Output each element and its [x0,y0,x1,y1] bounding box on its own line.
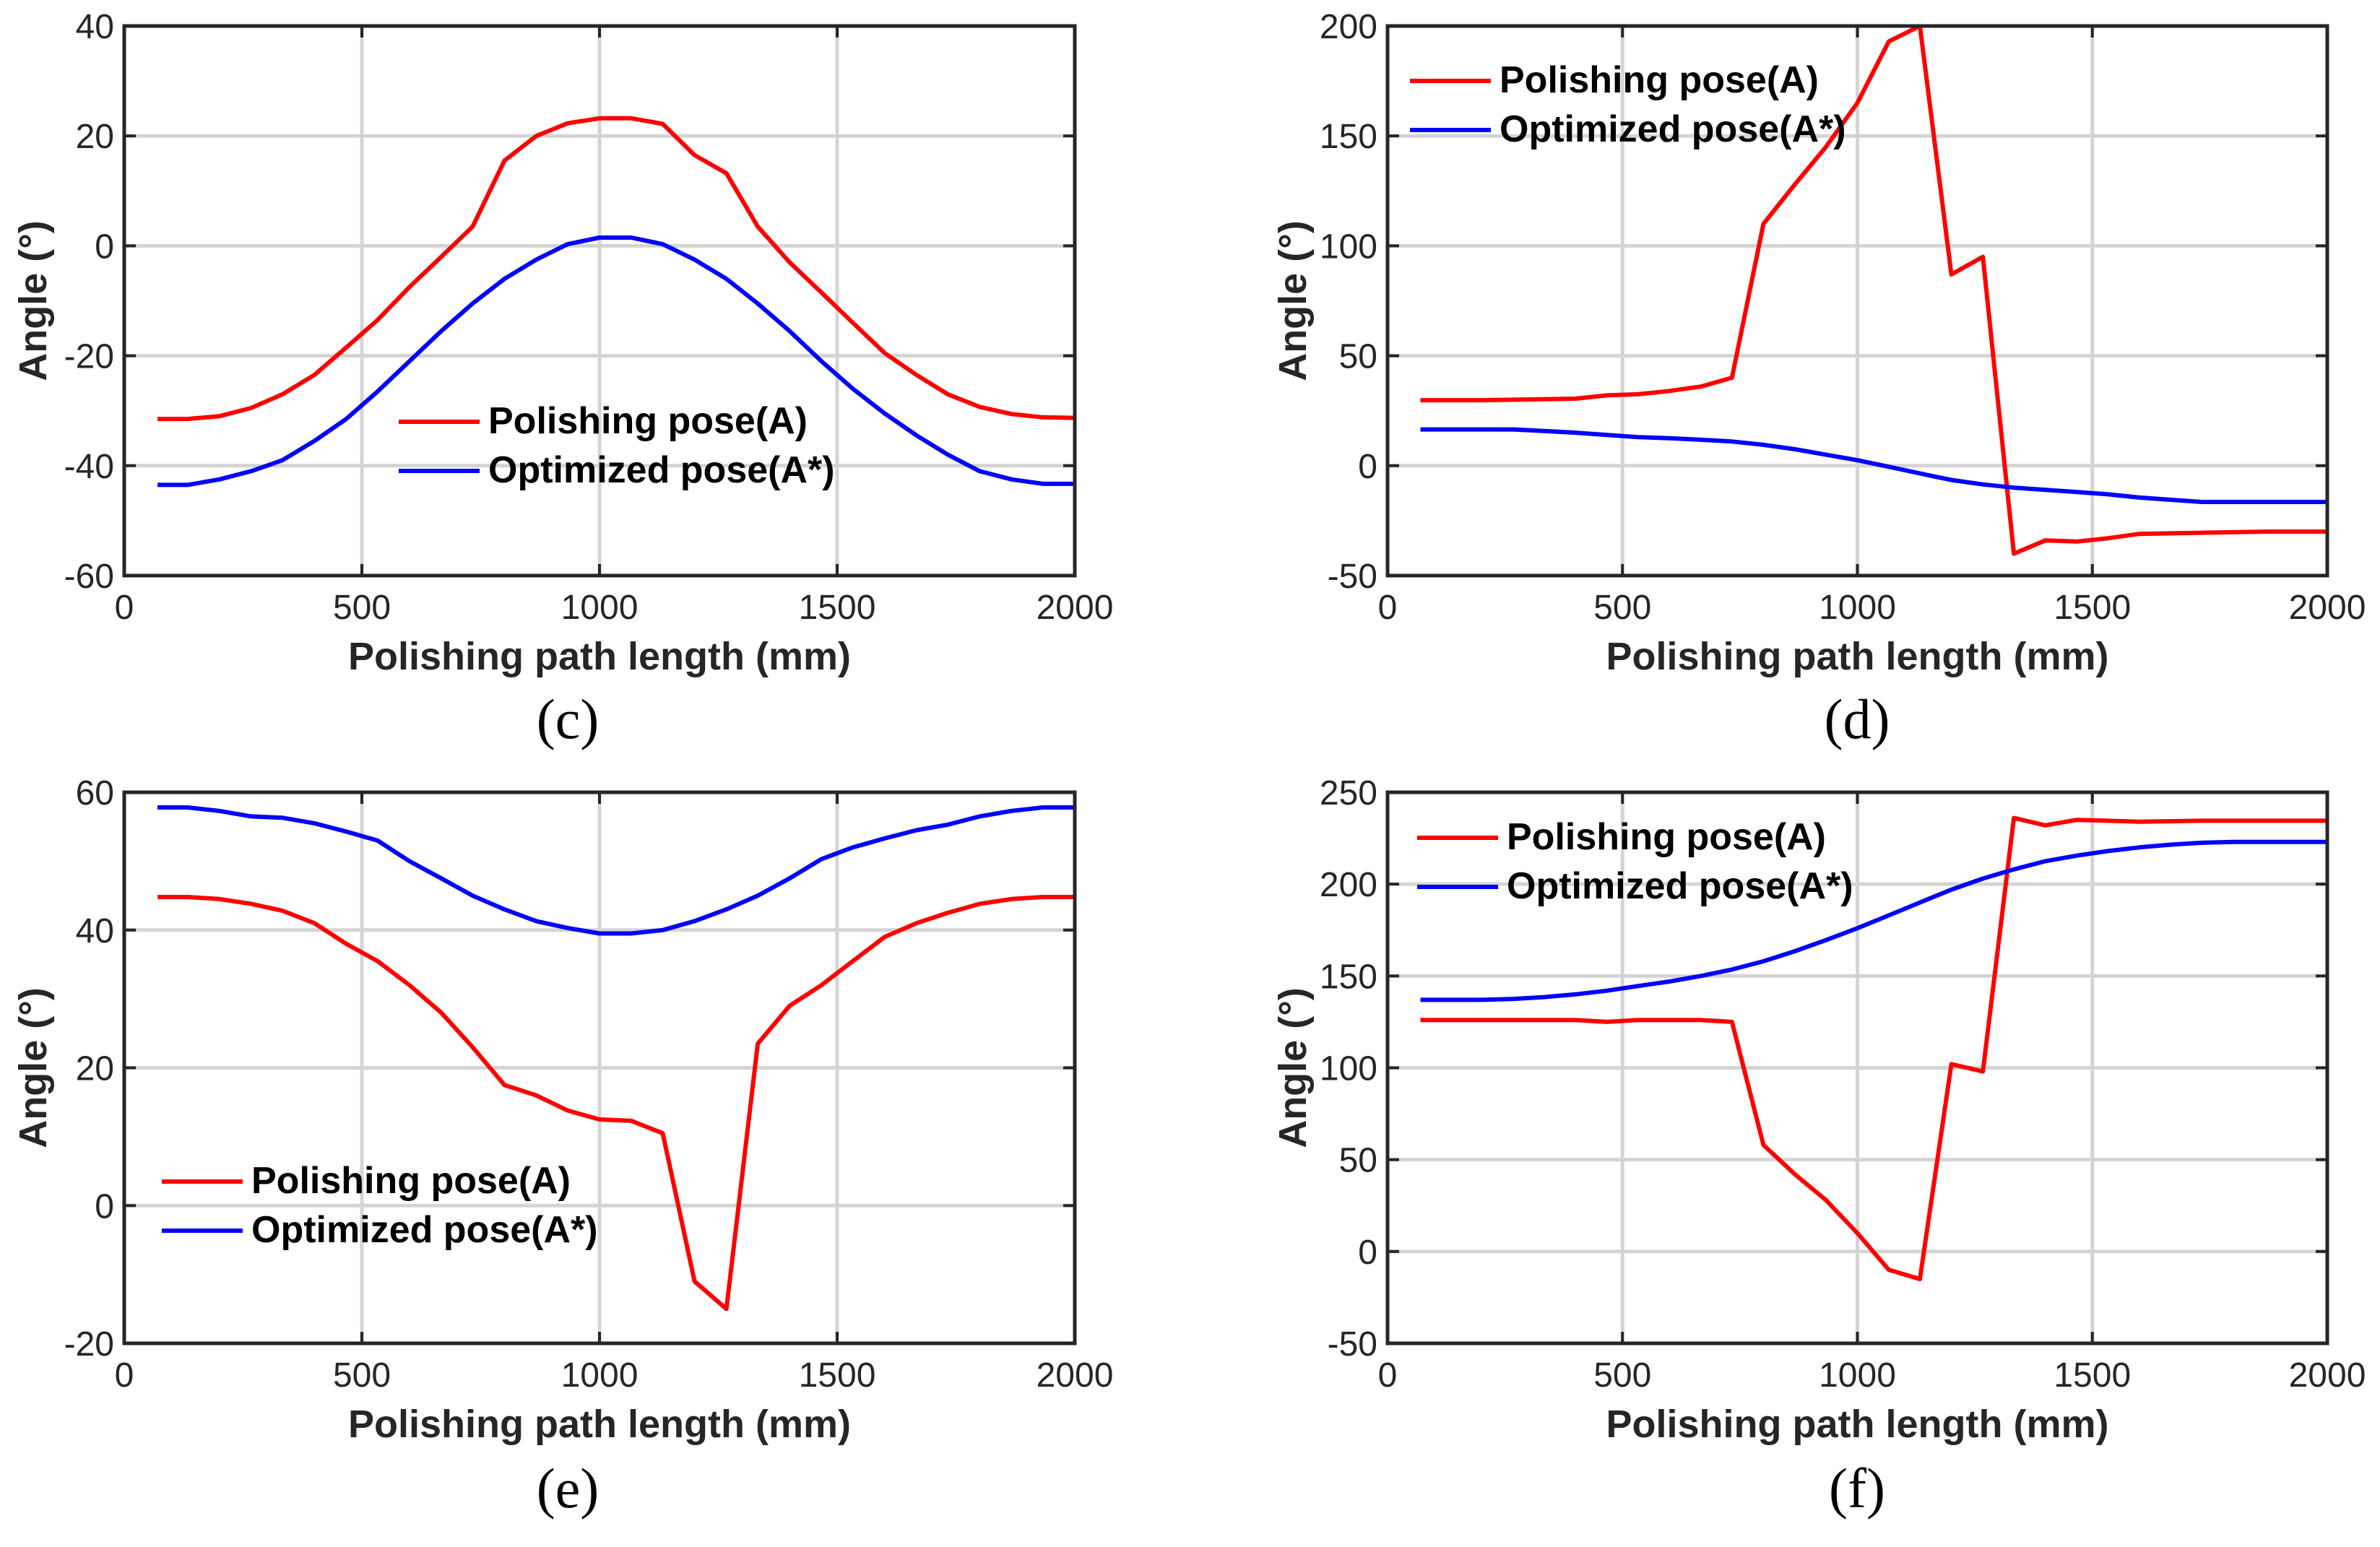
legend-label: Polishing pose(A) [1500,59,1819,101]
y-tick-label: 0 [95,1187,114,1226]
legend-label: Polishing pose(A) [251,1160,571,1202]
series-line-polishing [157,895,1075,1312]
y-tick-label: 0 [95,228,114,266]
x-tick-label: 500 [1593,1356,1651,1395]
y-tick-label: -50 [1328,1325,1377,1364]
y-tick-label: 50 [1339,338,1377,376]
y-tick-label: -40 [64,448,114,486]
y-tick-label: -20 [64,338,114,376]
x-axis-label: Polishing path length (mm) [348,635,851,678]
x-tick-label: 1500 [2054,1356,2131,1395]
y-tick-label: 40 [76,912,114,950]
y-tick-label: 0 [1358,448,1377,486]
legend-label: Optimized pose(A*) [1500,108,1846,150]
series-line-optimized [157,235,1075,488]
y-tick-label: 50 [1339,1142,1377,1180]
x-tick-label: 0 [1378,1356,1398,1395]
x-tick-label: 1000 [1819,1356,1896,1395]
series-line-optimized [157,805,1075,936]
x-tick-label: 0 [115,1356,134,1395]
legend-label: Optimized pose(A*) [1507,865,1853,907]
legend-label: Polishing pose(A) [488,400,808,442]
x-axis-label: Polishing path length (mm) [1606,1403,2109,1446]
y-axis-label: Angle (°) [1271,220,1315,381]
panel-caption: (c) [537,688,600,750]
x-tick-label: 2000 [2289,589,2366,627]
y-tick-label: 20 [76,1050,114,1088]
x-tick-label: 1500 [799,1356,876,1395]
x-tick-label: 0 [1378,589,1398,627]
y-axis-label: Angle (°) [12,987,55,1148]
panel-caption: (d) [1825,688,1890,750]
x-tick-label: 1500 [799,589,876,627]
x-tick-label: 2000 [1037,589,1114,627]
x-tick-label: 0 [115,589,134,627]
y-tick-label: 250 [1320,774,1377,812]
y-tick-label: 40 [76,8,114,46]
series-line-polishing [1420,815,2327,1281]
series-line-optimized [1420,839,2327,1002]
y-tick-label: -50 [1328,558,1377,596]
series-line-polishing [1420,26,2327,556]
y-tick-label: -20 [64,1325,114,1364]
x-tick-label: 2000 [1037,1356,1114,1395]
x-tick-label: 500 [1593,589,1651,627]
x-tick-label: 1000 [1819,589,1896,627]
y-tick-label: 150 [1320,958,1377,996]
series-line-polishing [157,116,1075,422]
legend-label: Polishing pose(A) [1507,816,1826,858]
chart-panel-d: 0 500 1000 1500 2000-50050100150200Polishing… [1271,8,2366,750]
y-tick-label: 200 [1320,866,1377,904]
x-tick-label: 500 [333,589,391,627]
y-tick-label: 100 [1320,1050,1377,1088]
chart-panel-f: 0 500 1000 1500 2000-50050100150200250Polish… [1271,774,2366,1520]
x-tick-label: 500 [333,1356,391,1395]
y-tick-label: 150 [1320,118,1377,156]
panel-caption: (f) [1829,1457,1885,1520]
legend-label: Optimized pose(A*) [251,1209,598,1251]
chart-panel-c: 0 500 1000 1500 2000 -60 -40 -20 0 20 40 Polishing … [12,8,1113,750]
y-tick-label: 100 [1320,228,1377,266]
y-axis-label: Angle (°) [1271,987,1315,1148]
y-tick-label: 200 [1320,8,1377,46]
x-tick-label: 1000 [561,1356,639,1395]
y-tick-label: -60 [64,558,114,596]
x-tick-label: 2000 [2289,1356,2366,1395]
series-line-optimized [1420,427,2327,504]
x-axis-label: Polishing path length (mm) [1606,635,2109,678]
y-tick-label: 20 [76,118,114,156]
y-axis-label: Angle (°) [12,220,55,381]
x-tick-label: 1500 [2054,589,2131,627]
x-tick-label: 1000 [561,589,639,627]
panel-caption: (e) [537,1457,600,1520]
y-tick-label: 0 [1358,1234,1377,1272]
x-axis-label: Polishing path length (mm) [348,1403,851,1446]
legend-label: Optimized pose(A*) [488,449,835,491]
y-tick-label: 60 [76,774,114,812]
